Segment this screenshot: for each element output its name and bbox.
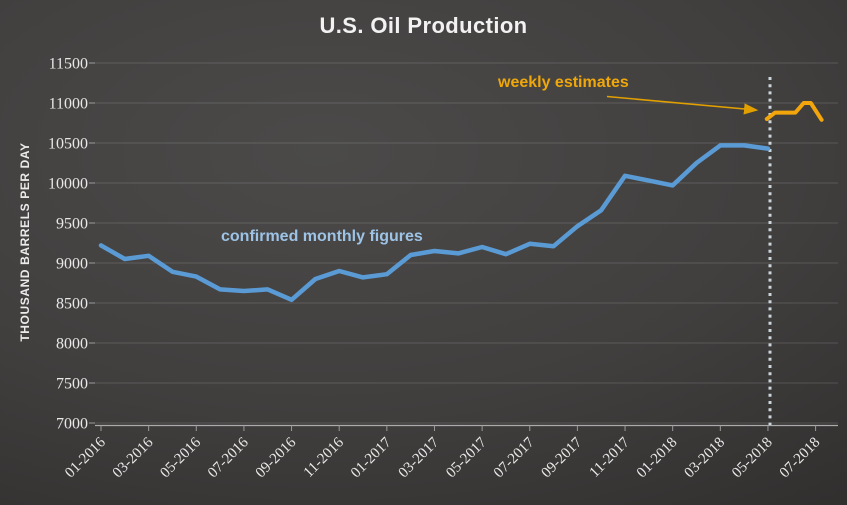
y-tick-label: 9500	[56, 216, 88, 233]
y-tick-label: 7000	[56, 416, 88, 433]
y-tick-label: 8000	[56, 336, 88, 353]
x-tick-label: 01-2017	[348, 434, 395, 481]
x-tick-label: 07-2016	[205, 434, 252, 481]
x-tick-label: 03-2017	[396, 434, 443, 481]
x-tick-label: 01-2018	[634, 435, 681, 482]
x-tick-label: 05-2018	[729, 435, 776, 482]
x-tick-label: 07-2018	[777, 435, 824, 482]
chart-title: U.S. Oil Production	[319, 13, 528, 38]
series-group	[98, 101, 824, 303]
annotation-weekly-estimates: weekly estimates	[498, 74, 629, 91]
y-tick-label: 10500	[48, 136, 88, 153]
weekly-estimates-arrow	[606, 95, 759, 115]
x-tick-label: 09-2016	[253, 434, 300, 481]
y-tick-label: 10000	[48, 176, 88, 193]
x-tick-label: 09-2017	[539, 434, 586, 481]
x-tick-label: 03-2016	[110, 434, 157, 481]
x-tick-label: 01-2016	[62, 434, 109, 481]
y-tick-label: 7500	[56, 376, 88, 393]
x-tick-label: 07-2017	[491, 434, 538, 481]
x-tick-label: 05-2017	[443, 434, 490, 481]
gridlines-group	[95, 62, 838, 424]
y-tick-label: 11500	[49, 56, 88, 73]
y-tick-label: 8500	[56, 296, 88, 313]
x-tick-label: 05-2016	[157, 434, 204, 481]
y-tick-label: 9000	[56, 256, 88, 273]
x-tick-label: 03-2018	[681, 435, 728, 482]
y-tick-label: 11000	[49, 96, 88, 113]
x-tick-label: 11-2017	[587, 434, 634, 481]
weekly-series-line	[764, 101, 824, 122]
x-tick-label: 11-2016	[301, 434, 348, 481]
annotation-monthly-figures: confirmed monthly figures	[221, 228, 423, 245]
monthly-series-line	[98, 143, 771, 303]
